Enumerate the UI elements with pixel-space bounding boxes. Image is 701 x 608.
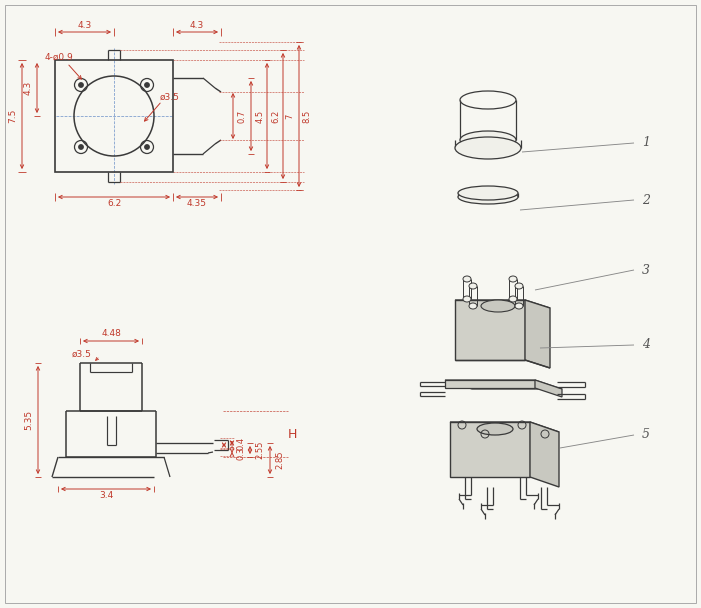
Text: ø3.5: ø3.5 [160, 92, 180, 102]
Text: 1: 1 [229, 441, 235, 449]
Text: 0.7: 0.7 [238, 109, 247, 123]
Text: 7.5: 7.5 [8, 109, 18, 123]
Circle shape [79, 145, 83, 149]
Text: 4.3: 4.3 [77, 21, 92, 30]
Text: 6.2: 6.2 [107, 199, 121, 209]
Text: 3: 3 [642, 263, 650, 277]
Text: 4.3: 4.3 [24, 81, 32, 95]
Ellipse shape [515, 283, 523, 289]
Text: 5.35: 5.35 [25, 410, 34, 430]
Circle shape [145, 83, 149, 87]
Text: 4-ø0.9: 4-ø0.9 [45, 52, 74, 61]
Polygon shape [455, 300, 525, 360]
Text: H: H [287, 427, 297, 441]
Text: 5: 5 [642, 429, 650, 441]
Ellipse shape [477, 423, 513, 435]
Polygon shape [535, 380, 562, 397]
Text: 4.3: 4.3 [190, 21, 204, 30]
Ellipse shape [509, 276, 517, 282]
Text: 7: 7 [285, 113, 294, 119]
Ellipse shape [463, 276, 471, 282]
Text: 2.55: 2.55 [255, 441, 264, 459]
Ellipse shape [469, 303, 477, 309]
Text: 4.48: 4.48 [101, 330, 121, 339]
Ellipse shape [458, 190, 518, 204]
Ellipse shape [463, 296, 471, 302]
Text: 3.4: 3.4 [99, 491, 113, 500]
Text: 1: 1 [642, 137, 650, 150]
Text: 2: 2 [642, 193, 650, 207]
Polygon shape [525, 300, 550, 368]
Text: 2.85: 2.85 [275, 451, 285, 469]
Text: ø3.5: ø3.5 [72, 350, 92, 359]
Ellipse shape [469, 283, 477, 289]
Ellipse shape [509, 296, 517, 302]
Polygon shape [450, 422, 559, 432]
Ellipse shape [515, 303, 523, 309]
Text: 4.5: 4.5 [255, 109, 264, 123]
Ellipse shape [455, 137, 521, 159]
Text: 0.3: 0.3 [236, 446, 245, 460]
Circle shape [145, 145, 149, 149]
Ellipse shape [460, 131, 516, 149]
Polygon shape [455, 300, 550, 308]
Ellipse shape [458, 186, 518, 200]
Polygon shape [445, 380, 535, 388]
Circle shape [79, 83, 83, 87]
Polygon shape [445, 380, 562, 389]
Text: 0.4: 0.4 [236, 437, 245, 449]
Polygon shape [530, 422, 559, 487]
Text: 6.2: 6.2 [271, 109, 280, 123]
Ellipse shape [481, 300, 515, 312]
Text: 4.35: 4.35 [187, 199, 207, 209]
Text: 8.5: 8.5 [303, 109, 311, 123]
Text: 4: 4 [642, 339, 650, 351]
Polygon shape [450, 422, 530, 477]
